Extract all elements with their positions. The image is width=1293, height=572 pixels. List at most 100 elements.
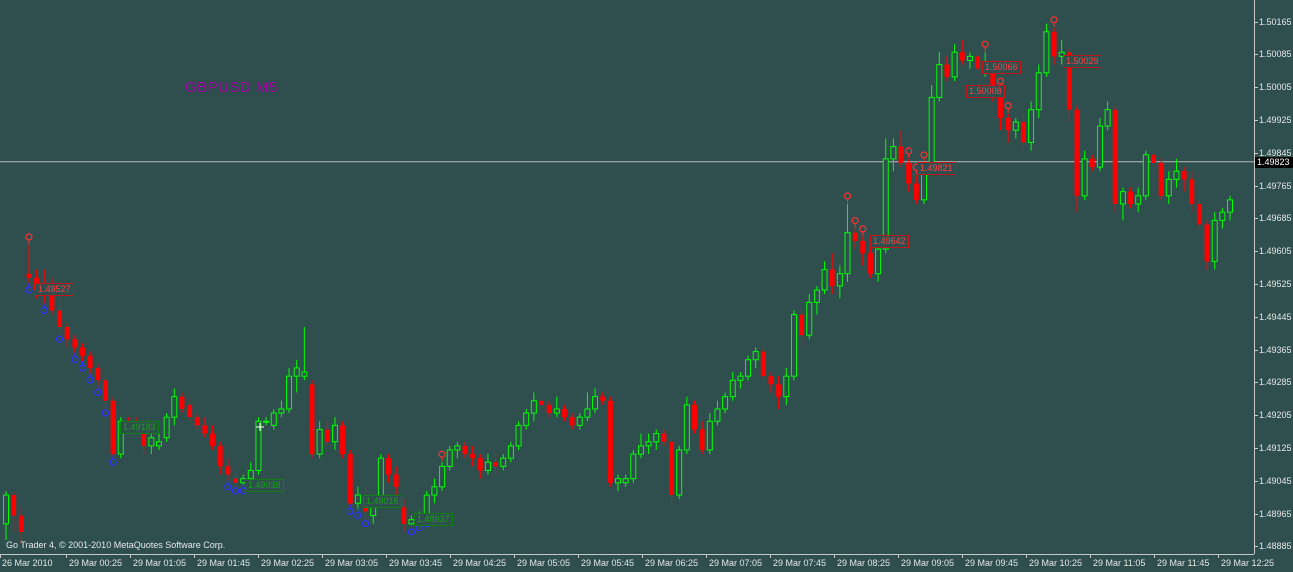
candle-body-bear (347, 454, 353, 504)
candle-body-bear (393, 474, 399, 487)
time-tick-label: 26 Mar 2010 (2, 558, 53, 568)
candle (493, 454, 499, 475)
candle (1089, 154, 1095, 172)
candle (882, 138, 889, 254)
candle (1096, 117, 1103, 172)
price-tick-label: 1.49605 (1259, 246, 1292, 257)
fractal-down-marker (407, 524, 416, 536)
candle (576, 413, 583, 430)
candle (1158, 158, 1164, 200)
candle-body-bull (454, 445, 461, 451)
plot-area[interactable]: GBPUSD M5 1.49527 1.49642 1.49821 1.5000… (0, 0, 1254, 554)
candle-body-bull (745, 359, 752, 377)
candle (951, 44, 958, 81)
fractal-down-marker (94, 385, 102, 397)
price-tick (1255, 349, 1258, 351)
candle (752, 347, 759, 368)
time-axis[interactable]: 26 Mar 2010 29 Mar 00:25 29 Mar 01:05 29 Ma… (0, 554, 1274, 572)
candle-body-bull (515, 424, 522, 447)
candle-body-bull (821, 269, 828, 291)
candle (1112, 105, 1118, 213)
candle (1012, 117, 1019, 139)
candle-body-bear (1189, 179, 1195, 204)
price-tick-label: 1.49205 (1259, 410, 1292, 421)
candle-body-bull (286, 375, 293, 410)
candle (729, 372, 736, 401)
candle (790, 310, 797, 381)
candle-body-bull (1227, 199, 1233, 213)
candle-body-bull (813, 289, 820, 303)
time-tick (0, 555, 1, 558)
candle-body-bear (18, 515, 24, 532)
candle-body-bear (669, 441, 675, 496)
candle-body-bear (699, 429, 705, 450)
candle (1005, 113, 1011, 143)
candle-body-bear (1181, 171, 1187, 180)
candle-body-bear (1074, 109, 1080, 196)
time-tick-label: 29 Mar 07:45 (773, 558, 827, 568)
crosshair-cursor (256, 423, 264, 431)
candle (163, 413, 170, 442)
time-tick-label: 29 Mar 11:05 (1093, 558, 1146, 568)
fractal-down-marker (71, 352, 79, 364)
candle (829, 253, 835, 295)
candle-body-bear (1151, 154, 1156, 163)
candle-body-bull (592, 396, 599, 410)
fractal-down-marker (224, 479, 232, 491)
candle (615, 474, 621, 491)
candle-body-bear (1196, 203, 1202, 225)
candle-body-bull (247, 469, 254, 480)
candle-body-bull (263, 420, 270, 423)
candle-body-bull (530, 400, 537, 414)
time-tick (386, 555, 387, 558)
candle (600, 392, 606, 405)
price-tick (1255, 185, 1258, 187)
price-axis[interactable]: 1.50165 1.50085 1.50005 1.49925 1.49845 1.497… (1254, 0, 1293, 554)
candle-body-bear (470, 454, 476, 459)
fractal-up-marker (920, 151, 928, 162)
candle (87, 351, 93, 377)
candle (928, 85, 935, 172)
candle (477, 454, 483, 479)
candle-body-bull (966, 55, 973, 61)
candle (301, 326, 308, 381)
candle-body-bull (676, 449, 683, 496)
time-tick-label: 29 Mar 01:45 (197, 558, 251, 568)
price-tick (1255, 21, 1258, 23)
candle-body-bear (141, 429, 147, 446)
candle (852, 228, 858, 250)
candle-body-bull (783, 375, 790, 398)
fractal-down-marker (25, 282, 33, 294)
candle-body-bull (293, 367, 300, 377)
time-tick-label: 29 Mar 01:05 (133, 558, 187, 568)
candle (1173, 158, 1180, 188)
candle (553, 396, 560, 418)
candle (156, 433, 162, 450)
candle-body-bear (202, 425, 208, 434)
candle (1028, 101, 1035, 151)
candle-body-bear (944, 64, 950, 77)
price-tick-label: 1.49365 (1259, 344, 1292, 355)
candle (584, 392, 591, 422)
candle (913, 175, 919, 204)
price-label-10: 1.48937 (414, 513, 453, 526)
candlestick-chart[interactable] (0, 0, 1254, 554)
candle-body-bear (194, 417, 200, 426)
price-tick (1255, 87, 1258, 89)
candle-body-bear (462, 445, 468, 455)
fractal-up-marker (851, 216, 859, 228)
candle (202, 417, 208, 438)
candle (64, 322, 70, 348)
candle (454, 441, 461, 459)
candle (699, 421, 705, 455)
candle (293, 359, 300, 393)
candle (286, 367, 293, 414)
price-tick (1255, 480, 1258, 482)
candle (645, 433, 652, 455)
candle (844, 203, 851, 282)
candle (446, 445, 453, 471)
fractal-down-marker (346, 504, 354, 515)
candle (944, 56, 950, 81)
candle (1051, 27, 1057, 65)
